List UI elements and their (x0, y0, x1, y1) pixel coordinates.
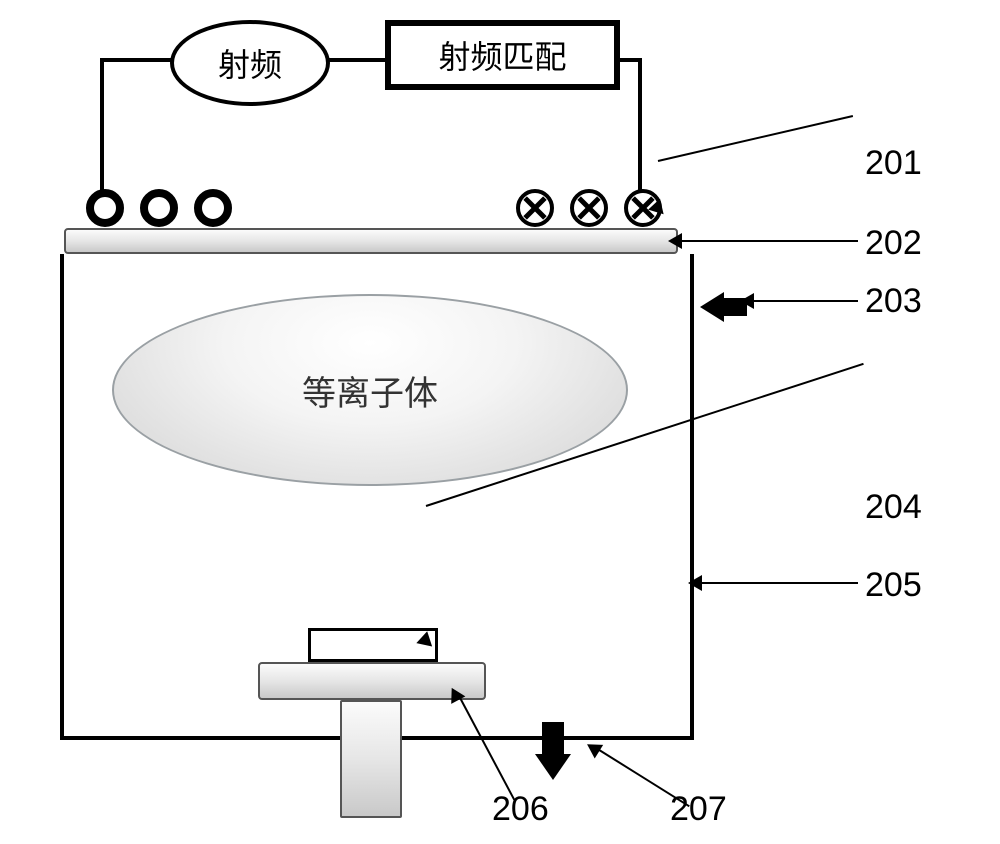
coil-out-icon (86, 189, 124, 227)
plasma-ellipse: 等离子体 (112, 294, 628, 486)
callout-number: 204 (865, 488, 922, 527)
wire (328, 58, 388, 62)
wire (100, 58, 104, 192)
callout-number: 205 (865, 566, 922, 605)
coil-in-icon (570, 189, 608, 227)
leader-arrow-icon (740, 293, 754, 309)
leader-line (658, 115, 853, 162)
dielectric-window (64, 228, 678, 254)
gas-inlet-arrow-head (700, 292, 724, 322)
leader-arrow-icon (668, 233, 682, 249)
rf-match-box: 射频匹配 (385, 20, 620, 90)
diagram-root: 射频 射频匹配 等离子体 201 202 203 (30, 10, 970, 830)
wire (102, 58, 174, 62)
plasma-label: 等离子体 (302, 366, 438, 415)
rf-match-label: 射频匹配 (438, 32, 566, 78)
leader-line (750, 300, 858, 302)
coil-out-icon (194, 189, 232, 227)
feedthrough (340, 700, 402, 818)
rf-source-oval: 射频 (170, 20, 330, 106)
coil-out-icon (140, 189, 178, 227)
leader-line (698, 582, 858, 584)
callout-number: 206 (492, 790, 549, 829)
leader-arrow-icon (688, 575, 702, 591)
coil-in-icon (516, 189, 554, 227)
exhaust-arrow-head (535, 754, 571, 780)
exhaust-arrow (542, 722, 564, 756)
callout-number: 203 (865, 282, 922, 321)
leader-line (678, 240, 858, 242)
callout-number: 201 (865, 144, 922, 183)
rf-source-label: 射频 (218, 40, 282, 86)
callout-number: 207 (670, 790, 727, 829)
wire (638, 58, 642, 192)
callout-number: 202 (865, 224, 922, 263)
leader-arrow-icon (583, 738, 603, 759)
